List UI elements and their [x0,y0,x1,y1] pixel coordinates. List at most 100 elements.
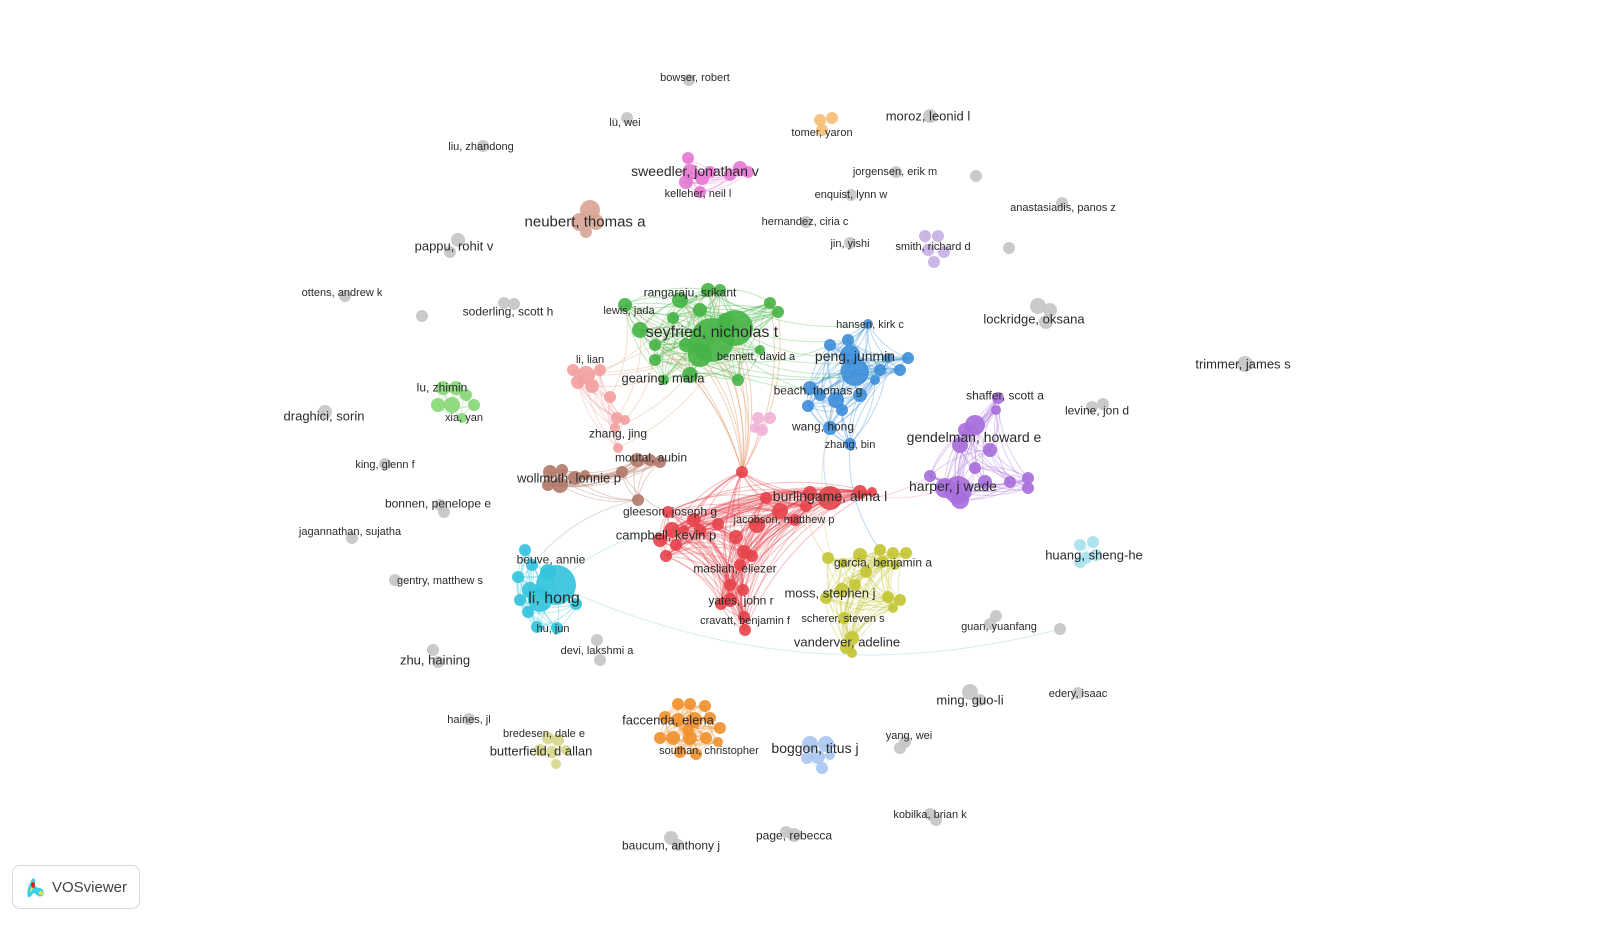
node-purple[interactable] [958,423,972,437]
node-grey[interactable] [970,170,982,182]
node-magenta[interactable] [679,175,693,189]
author-label[interactable]: haines, jl [447,714,490,726]
node-red[interactable] [760,492,772,504]
node-brown[interactable] [632,494,644,506]
author-label[interactable]: enquist, lynn w [815,189,888,201]
node-grey[interactable] [780,826,792,838]
node-grey[interactable] [930,814,942,826]
node-purple[interactable] [952,437,968,453]
node-green[interactable] [714,284,726,296]
node-green[interactable] [772,306,784,318]
author-label[interactable]: sweedler, jonathan v [631,163,759,179]
node-grey[interactable] [591,634,603,646]
node-salmon[interactable] [611,412,623,424]
node-red[interactable] [789,514,801,526]
node-yellow[interactable] [838,558,848,568]
node-brown[interactable] [630,453,644,467]
author-label[interactable]: bennett, david a [717,351,796,363]
node-grey[interactable] [1003,242,1015,254]
author-label[interactable]: yang, wei [886,730,932,742]
node-brown[interactable] [654,456,666,468]
node-red[interactable] [653,533,667,547]
node-blue[interactable] [828,392,844,408]
node-blue[interactable] [823,421,837,435]
node-grey[interactable] [974,694,986,706]
node-blue[interactable] [840,345,860,365]
node-blue[interactable] [894,364,906,376]
node-yellow[interactable] [876,556,888,568]
author-label[interactable]: jagannathan, sujatha [298,526,402,538]
node-lightcyan[interactable] [1074,556,1086,568]
node-salmon[interactable] [594,364,606,376]
author-label[interactable]: zhu, haining [400,653,470,668]
node-yellow[interactable] [888,603,898,613]
node-grey[interactable] [1097,398,1109,410]
node-lightpink[interactable] [764,412,776,424]
node-orange[interactable] [713,737,723,747]
node-khaki[interactable] [542,732,554,744]
node-red[interactable] [800,500,812,512]
node-red[interactable] [687,513,701,527]
vosviewer-logo-button[interactable]: VOSviewer [12,865,140,909]
node-green[interactable] [618,298,632,312]
node-blue[interactable] [814,389,826,401]
author-label[interactable]: li, hong [528,590,580,607]
node-green[interactable] [755,345,765,355]
node-grey[interactable] [845,189,857,201]
node-blue[interactable] [802,400,814,412]
node-blue[interactable] [853,388,867,402]
node-blue[interactable] [824,339,836,351]
node-red[interactable] [694,524,706,536]
node-grey[interactable] [451,233,465,247]
author-label[interactable]: baucum, anthony j [622,838,720,852]
author-label[interactable]: edery, isaac [1049,688,1108,700]
node-blue[interactable] [841,358,869,386]
node-green[interactable] [682,367,698,383]
node-yellow[interactable] [900,547,912,559]
node-blue[interactable] [874,364,886,376]
node-grey[interactable] [508,298,520,310]
node-grey[interactable] [1043,303,1057,317]
node-khaki[interactable] [546,746,558,758]
node-brown[interactable] [552,477,568,493]
node-blue[interactable] [870,375,880,385]
node-grey[interactable] [477,140,489,152]
node-orange[interactable] [672,698,684,710]
author-label[interactable]: jorgensen, erik m [852,166,937,178]
node-cyan[interactable] [519,544,531,556]
node-yellow[interactable] [847,648,857,658]
node-grey[interactable] [1039,315,1053,329]
node-red[interactable] [679,525,689,535]
node-khaki[interactable] [552,734,564,746]
node-grey[interactable] [339,290,351,302]
node-grey[interactable] [962,684,978,700]
node-khaki[interactable] [534,744,546,756]
node-grey[interactable] [894,742,906,754]
node-grey[interactable] [683,74,695,86]
node-lightgreen[interactable] [444,397,460,413]
author-label[interactable]: wang, hong [791,419,854,433]
author-label[interactable]: lu, zhimin [417,380,468,394]
node-blue[interactable] [902,352,914,364]
node-green[interactable] [667,312,679,324]
node-blue[interactable] [863,319,873,329]
author-label[interactable]: tomer, yaron [791,127,852,139]
author-label[interactable]: moroz, leonid l [886,109,971,124]
node-red[interactable] [662,506,674,518]
author-label[interactable]: southan, christopher [659,745,759,757]
node-red[interactable] [724,579,736,591]
author-label[interactable]: guan, yuanfang [961,621,1037,633]
node-purple[interactable] [983,443,997,457]
node-salmon[interactable] [585,379,599,393]
node-lightorange[interactable] [814,114,826,126]
node-salmon[interactable] [610,423,620,433]
author-label[interactable]: xia, yan [445,412,483,424]
node-orange[interactable] [659,711,671,723]
node-grey[interactable] [389,574,401,586]
author-label[interactable]: scherer, steven s [801,613,885,625]
author-label[interactable]: gearing, marla [621,371,705,386]
node-red[interactable] [738,611,750,623]
node-yellow[interactable] [887,547,899,559]
node-orange[interactable] [686,712,702,728]
